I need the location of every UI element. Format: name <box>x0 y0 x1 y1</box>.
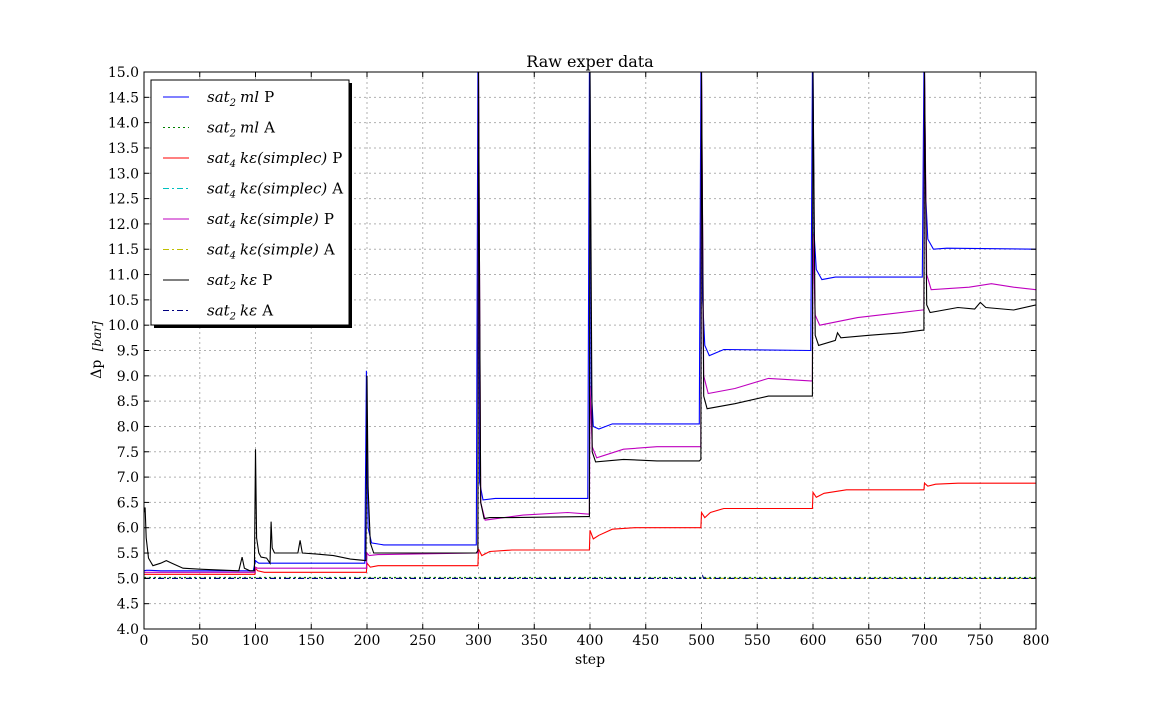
legend-entry-rest: kε <box>240 302 257 320</box>
y-tick-label: 12.0 <box>108 217 139 233</box>
x-tick-label: 200 <box>354 633 381 649</box>
x-tick-label: 400 <box>577 633 604 649</box>
legend-entry: sat4 kε(simple) P <box>207 210 334 231</box>
legend-entry-sub: 4 <box>229 251 236 262</box>
y-tick-label: 10.5 <box>108 293 139 309</box>
legend-entry-base: sat <box>207 88 231 106</box>
x-tick-label: 650 <box>855 633 882 649</box>
y-tick-label: 6.5 <box>117 495 139 511</box>
x-tick-label: 600 <box>800 633 827 649</box>
y-tick-label: 5.0 <box>117 571 139 587</box>
y-tick-label: 14.0 <box>108 116 139 132</box>
legend-entry-suffix: P <box>262 271 272 289</box>
y-tick-label: 7.0 <box>117 470 139 486</box>
legend-entry-sub: 2 <box>229 129 236 140</box>
legend-entry: sat2 kε P <box>207 271 272 292</box>
legend-entry: sat4 kε(simplec) A <box>207 180 343 201</box>
x-tick-label: 50 <box>191 633 209 649</box>
legend-entry-rest: ml <box>240 119 259 137</box>
x-tick-label: 750 <box>967 633 994 649</box>
x-tick-label: 800 <box>1023 633 1050 649</box>
x-tick-label: 500 <box>688 633 715 649</box>
y-tick-label: 11.5 <box>108 242 139 258</box>
legend-entry: sat2 ml A <box>207 119 275 140</box>
x-tick-label: 550 <box>744 633 771 649</box>
legend-entry-suffix: A <box>261 302 273 320</box>
legend-entry-base: sat <box>207 210 231 228</box>
legend-entry-base: sat <box>207 180 231 198</box>
legend-entry-sub: 2 <box>229 98 236 109</box>
series-line-3 <box>144 482 1036 575</box>
legend-entry-sub: 4 <box>229 190 236 201</box>
y-tick-label: 12.5 <box>108 192 139 208</box>
x-tick-label: 700 <box>911 633 938 649</box>
legend-entry: sat4 kε(simple) A <box>207 241 335 262</box>
legend-entry-base: sat <box>207 241 231 259</box>
y-tick-label: 11.0 <box>108 268 139 284</box>
x-axis: 0 50 100 150 200 250 300 350 400 450 500 550 600 650 7… <box>140 72 1050 649</box>
legend-entry-rest: kε(simplec) <box>240 149 327 167</box>
x-tick-label: 0 <box>140 633 149 649</box>
x-tick-label: 450 <box>632 633 659 649</box>
y-tick-label: 8.0 <box>117 419 139 435</box>
y-tick-label: 6.0 <box>117 521 139 537</box>
y-axis-label: Δp [bar] <box>89 321 105 379</box>
y-tick-label: 4.5 <box>117 597 139 613</box>
y-tick-label: 13.5 <box>108 141 139 157</box>
legend-entry-suffix: P <box>324 210 334 228</box>
legend-entry: sat2 kε A <box>207 302 273 323</box>
chart-title: Raw exper data <box>526 52 654 71</box>
y-tick-label: 5.5 <box>117 546 139 562</box>
y-tick-label: 8.5 <box>117 394 139 410</box>
y-tick-label: 15.0 <box>108 65 139 81</box>
y-tick-label: 4.0 <box>117 622 139 638</box>
y-tick-label: 13.0 <box>108 166 139 182</box>
legend-entry-suffix: P <box>264 88 274 106</box>
legend-entry-rest: ml <box>240 88 259 106</box>
legend-entry-rest: kε(simple) <box>240 241 319 259</box>
y-tick-label: 10.0 <box>108 318 139 334</box>
y-tick-label: 7.5 <box>117 445 139 461</box>
legend-entry-base: sat <box>207 302 231 320</box>
x-tick-label: 350 <box>521 633 548 649</box>
series-line-8 <box>144 574 1036 579</box>
y-tick-label: 14.5 <box>108 90 139 106</box>
y-tick-label: 9.5 <box>117 344 139 360</box>
y-axis: 4.0 4.5 5.0 5.5 6.0 6.5 7.0 7.5 8.0 8.5 9.0 9.5 10.0… <box>108 65 1036 638</box>
legend-entry-sub: 2 <box>229 312 236 323</box>
legend-entry-rest: kε(simple) <box>240 210 319 228</box>
x-tick-label: 300 <box>465 633 492 649</box>
series-line-7 <box>144 72 1036 572</box>
x-tick-label: 150 <box>298 633 325 649</box>
legend-entry: sat2 ml P <box>207 88 274 109</box>
y-axis-label-unit: [bar] <box>90 321 104 351</box>
legend-entry: sat4 kε(simplec) P <box>207 149 342 170</box>
legend-entry-rest: kε <box>240 271 257 289</box>
x-tick-label: 250 <box>409 633 436 649</box>
legend-entry-suffix: P <box>332 149 342 167</box>
series-line-1 <box>144 72 1036 572</box>
legend-entry-base: sat <box>207 149 231 167</box>
legend-entry-base: sat <box>207 271 231 289</box>
legend-entry-base: sat <box>207 119 231 137</box>
x-tick-label: 100 <box>242 633 269 649</box>
legend-entry-sub: 4 <box>229 159 236 170</box>
legend-entry-sub: 2 <box>229 281 236 292</box>
legend-box <box>150 79 350 326</box>
series-group <box>144 72 1036 579</box>
series-line-5 <box>144 72 1036 573</box>
legend-entry-suffix: A <box>323 241 335 259</box>
legend-entry-suffix: A <box>331 180 343 198</box>
legend-entry-sub: 4 <box>229 220 236 231</box>
y-axis-label-main: Δp <box>89 360 105 379</box>
legend-entry-suffix: A <box>263 119 275 137</box>
x-axis-label: step <box>575 652 605 668</box>
legend-entry-rest: kε(simplec) <box>240 180 327 198</box>
y-tick-label: 9.0 <box>117 369 139 385</box>
